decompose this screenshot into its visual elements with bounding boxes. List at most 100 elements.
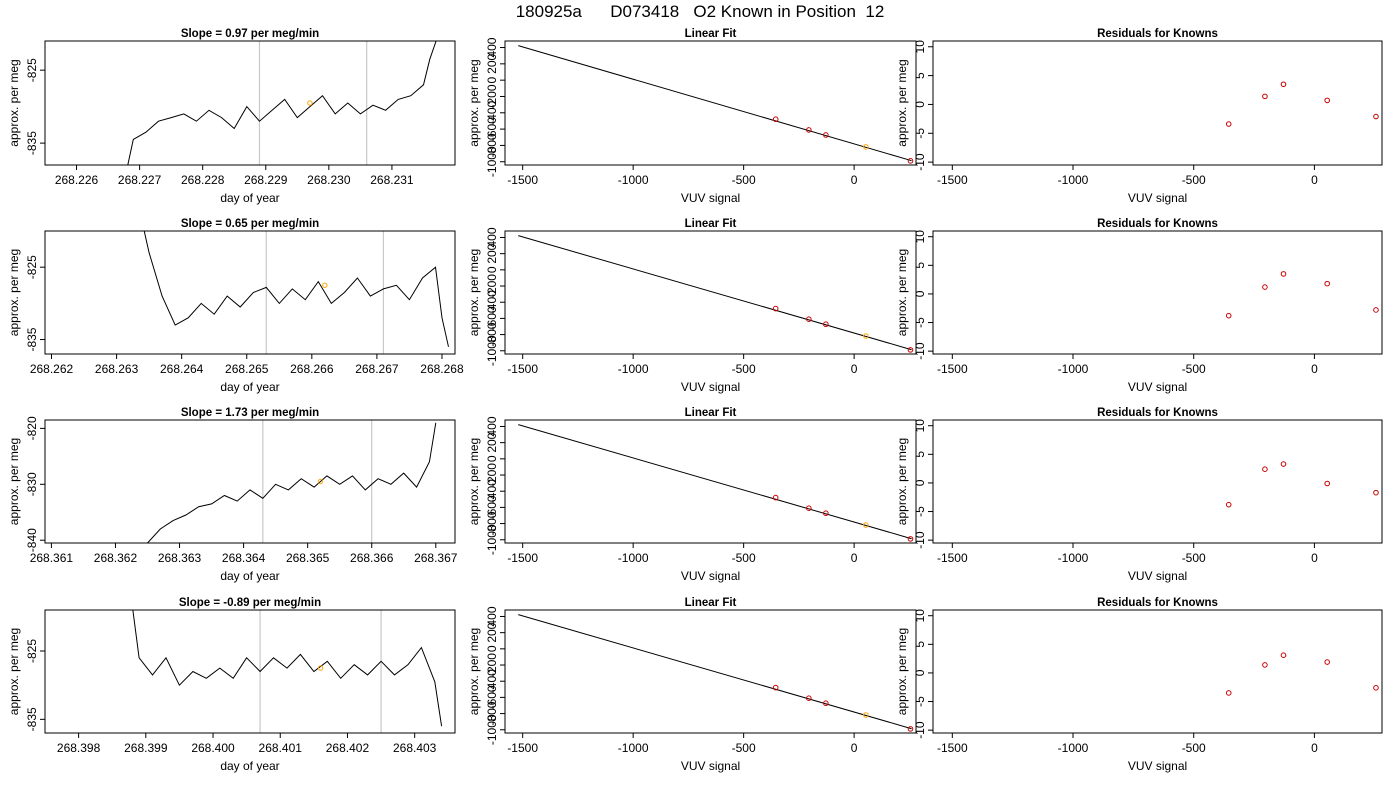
y-tick-label: 10: [913, 40, 927, 54]
plot-frame: [44, 40, 456, 166]
panel-title: Residuals for Knowns: [1097, 597, 1218, 609]
data-point: [1324, 97, 1331, 104]
y-tick-label: 200: [485, 243, 499, 263]
data-point: [907, 536, 914, 542]
data-point: [1262, 466, 1268, 473]
data-point: [1280, 461, 1287, 467]
x-axis-label: VUV signal: [1128, 380, 1187, 394]
data-point: [823, 700, 829, 707]
x-axis-label: day of year: [220, 380, 279, 394]
y-tick-label: 400: [485, 606, 499, 626]
x-tick-label: 268.267: [355, 362, 399, 376]
y-tick-label: -835: [25, 131, 39, 155]
x-tick-label: -1500: [507, 741, 538, 755]
x-tick-label: -1500: [507, 362, 538, 376]
data-point: [806, 505, 812, 512]
plot-data: [518, 614, 914, 732]
highlight-point: [317, 478, 324, 485]
x-tick-label: 268.268: [420, 362, 464, 376]
x-tick-label: 268.262: [30, 362, 74, 376]
data-point: [1262, 662, 1268, 668]
x-tick-label: 268.229: [244, 173, 288, 187]
y-tick-label: 0: [485, 77, 499, 84]
x-tick-label: -500: [732, 551, 756, 565]
y-tick-label: -400: [485, 290, 499, 314]
y-tick-label: 200: [485, 54, 499, 74]
data-point: [1280, 271, 1287, 277]
y-tick-label: -1000: [485, 146, 499, 177]
data-point: [1225, 312, 1232, 319]
x-tick-label: -500: [1182, 741, 1206, 755]
chart-panel-2-3: Residuals for Knowns -1500 -1000 -500 0 -10 -5…: [895, 218, 1383, 394]
x-tick-label: 268.231: [370, 173, 414, 187]
data-point: [1262, 93, 1268, 100]
plot-data: [127, 41, 437, 165]
series-line: [147, 422, 437, 543]
x-tick-label: 0: [1311, 551, 1318, 565]
x-tick-label: -1000: [618, 173, 649, 187]
series-line: [143, 231, 449, 347]
y-axis-label: approx. per meg: [895, 438, 909, 525]
y-tick-label: 5: [913, 72, 927, 79]
panel-title: Linear Fit: [685, 597, 737, 609]
x-tick-label: 268.365: [286, 551, 330, 565]
plot-data: [143, 231, 449, 354]
x-tick-label: -500: [732, 173, 756, 187]
x-tick-label: 268.399: [124, 741, 168, 755]
y-axis-label: approx. per meg: [467, 249, 481, 336]
x-tick-label: -1000: [618, 362, 649, 376]
plot-data: [518, 235, 914, 353]
y-tick-label: -600: [485, 306, 499, 330]
x-tick-label: 268.403: [393, 741, 437, 755]
y-tick-label: 10: [913, 419, 927, 433]
y-tick-label: -200: [485, 653, 499, 677]
x-tick-label: -500: [1182, 173, 1206, 187]
chart-panel-3-2: Linear Fit-1500 -1000 -500 0-1000-800-600-4…: [467, 407, 917, 583]
series-line: [132, 610, 443, 727]
x-tick-label: 268.266: [290, 362, 334, 376]
panel-title: Residuals for Knowns: [1097, 218, 1218, 230]
plot-data: [132, 610, 443, 733]
x-axis-label: VUV signal: [1128, 569, 1187, 583]
y-tick-label: -800: [485, 133, 499, 157]
x-tick-label: 0: [851, 551, 858, 565]
panel-title: Residuals for Knowns: [1097, 28, 1218, 40]
y-tick-label: -10: [913, 721, 927, 739]
y-tick-label: -800: [485, 701, 499, 725]
x-tick-label: -1000: [618, 741, 649, 755]
x-tick-label: 268.227: [118, 173, 162, 187]
y-tick-label: -825: [25, 58, 39, 82]
chart-panel-4-3: Residuals for Knowns -1500 -1000 -500 0 -10 -5…: [895, 597, 1383, 773]
panel-title: Slope = 0.97 per meg/min: [181, 28, 319, 40]
series-line: [127, 41, 437, 165]
y-tick-label: -800: [485, 511, 499, 535]
data-point: [806, 695, 812, 702]
y-tick-label: 400: [485, 37, 499, 57]
x-tick-label: -1500: [937, 551, 968, 565]
x-tick-label: -1500: [937, 741, 968, 755]
panel-title: Linear Fit: [685, 218, 737, 230]
x-tick-label: -1500: [507, 551, 538, 565]
x-tick-label: 268.264: [160, 362, 204, 376]
plot-data: [1225, 461, 1379, 508]
plot-frame: [504, 40, 917, 166]
x-axis-label: day of year: [220, 191, 279, 205]
x-tick-label: 0: [1311, 362, 1318, 376]
plot-data: [518, 45, 914, 164]
x-tick-label: 268.401: [259, 741, 303, 755]
y-axis-label: approx. per meg: [895, 59, 909, 146]
y-axis-label: approx. per meg: [7, 438, 21, 525]
data-point: [863, 522, 869, 528]
data-point: [772, 305, 779, 312]
panel-title: Slope = 0.65 per meg/min: [181, 218, 319, 230]
y-tick-label: -10: [913, 153, 927, 171]
y-tick-label: -1000: [485, 714, 499, 745]
chart-panel-1-2: Linear Fit-1500 -1000 -500 0-1000-800-600-4…: [467, 28, 917, 205]
x-tick-label: 268.398: [57, 741, 101, 755]
x-tick-label: -1000: [1058, 173, 1089, 187]
y-axis-label: approx. per meg: [895, 249, 909, 336]
panel-title: Residuals for Knowns: [1097, 407, 1218, 419]
x-tick-label: -1000: [618, 551, 649, 565]
data-point: [806, 316, 812, 323]
x-tick-label: 0: [1311, 741, 1318, 755]
